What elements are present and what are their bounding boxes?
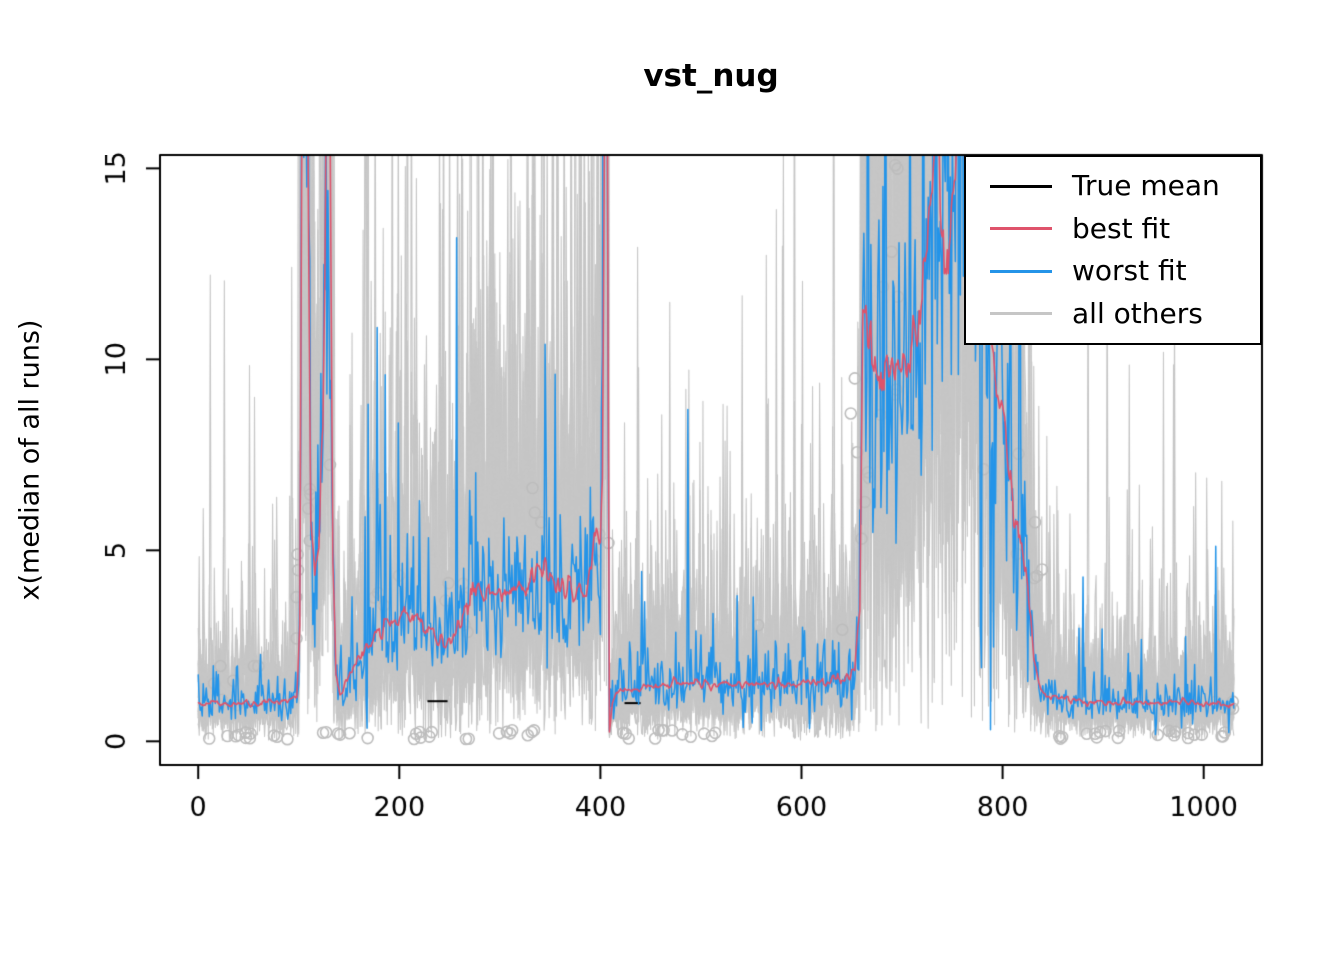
legend-line-swatch — [990, 312, 1052, 316]
legend-label: all others — [1072, 296, 1203, 330]
legend-entry-true-mean: True mean — [966, 172, 1260, 200]
legend-label: best fit — [1072, 211, 1171, 245]
legend: True mean best fit worst fit all others — [964, 155, 1262, 345]
legend-line-swatch — [990, 269, 1052, 273]
chart-title: vst_nug — [643, 58, 779, 94]
legend-label: True mean — [1072, 169, 1220, 203]
y-axis-label: x(median of all runs) — [14, 319, 46, 601]
legend-entry-best-fit: best fit — [966, 211, 1260, 245]
legend-line-swatch — [990, 184, 1052, 188]
legend-line-swatch — [990, 227, 1052, 231]
legend-label: worst fit — [1072, 254, 1187, 288]
legend-entry-all-others: all others — [966, 296, 1260, 330]
legend-entry-worst-fit: worst fit — [966, 257, 1260, 285]
